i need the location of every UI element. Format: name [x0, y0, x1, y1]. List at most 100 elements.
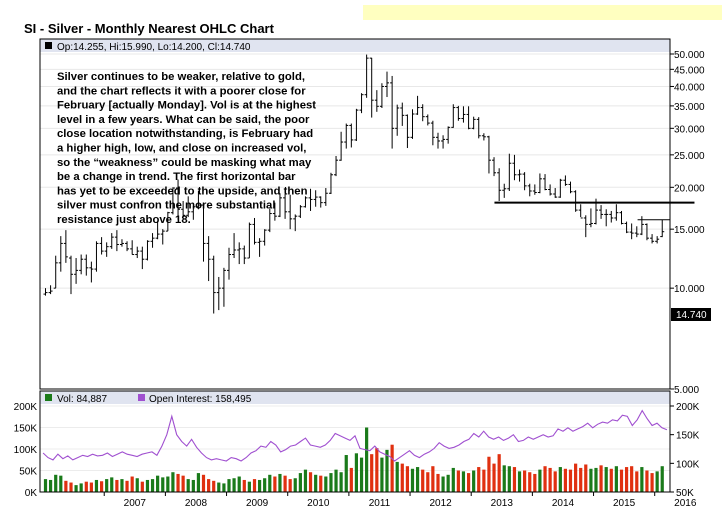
x-tick-label: 2011 [369, 498, 391, 509]
ohlc-bar [74, 258, 79, 284]
volume-bar [110, 477, 114, 492]
volume-bar [563, 468, 568, 492]
oi-tick-label: 150K [676, 431, 700, 442]
volume-bar [528, 472, 532, 492]
volume-bar [405, 466, 410, 492]
volume-left-axis: 200K 150K 100K 50K 0K [14, 402, 38, 499]
ohlc-bar [461, 106, 466, 123]
volume-bar [370, 454, 374, 492]
ohlc-bar [221, 267, 226, 307]
x-tick-label: 2008 [185, 498, 208, 509]
annotation-line: close location notwithstanding, is Febru… [57, 128, 313, 140]
volume-bar [609, 468, 613, 492]
ohlc-bar [283, 194, 288, 219]
volume-bar [54, 474, 58, 492]
ohlc-bar [216, 276, 221, 311]
ohlc-bar [507, 153, 512, 191]
ohlc-bar [63, 230, 68, 263]
ohlc-bar [629, 223, 634, 240]
ohlc-bar [48, 285, 53, 295]
ohlc-bar [548, 184, 553, 196]
volume-bar [645, 470, 649, 492]
ohlc-bar [527, 183, 532, 197]
volume-bar [324, 476, 328, 492]
ohlc-bar [135, 246, 140, 259]
ohlc-bar [492, 157, 497, 177]
ohlc-bar [634, 226, 639, 238]
volume-bar [212, 480, 216, 492]
ohlc-bar [543, 174, 548, 191]
volume-bar [655, 471, 659, 492]
ohlc-bar [512, 154, 517, 181]
volume-tick-label: 0K [25, 488, 38, 499]
volume-bar [619, 469, 624, 492]
volume-bar [431, 466, 435, 492]
volume-bar [140, 481, 144, 492]
ohlc-bar [298, 205, 303, 218]
ohlc-bar [130, 240, 135, 256]
ohlc-bar [405, 114, 410, 149]
ohlc-bars [43, 54, 665, 314]
resistance-lines [494, 201, 695, 221]
last-price-label: 14.740 [676, 310, 707, 321]
ohlc-bar [318, 196, 323, 208]
volume-bar [614, 466, 618, 492]
volume-bar [400, 463, 404, 492]
volume-bar [150, 479, 155, 492]
x-tick-label: 2012 [430, 498, 453, 509]
ohlc-bar [425, 114, 430, 126]
ohlc-bar [99, 237, 104, 255]
volume-bar [329, 473, 333, 492]
ohlc-bar [242, 245, 247, 265]
last-price-label-box [671, 308, 711, 321]
ohlc-bar [58, 236, 63, 272]
volume-bar [344, 455, 348, 492]
ohlc-bar [644, 223, 649, 241]
ohlc-bar [232, 233, 237, 259]
volume-bar [48, 479, 53, 492]
volume-bar [339, 472, 343, 492]
oi-legend-swatch [138, 394, 145, 401]
volume-bar [273, 476, 277, 492]
volume-bar [436, 473, 440, 492]
open-interest-right-axis: 200K 150K 100K 50K [670, 402, 700, 499]
last-price-marker: 14.740 [671, 308, 711, 321]
volume-bar [650, 473, 654, 492]
volume-bar [201, 474, 206, 492]
x-tick-label: 2015 [613, 498, 636, 509]
ohlc-bar [369, 57, 374, 118]
volume-tick-label: 100K [14, 445, 38, 456]
volume-bar [630, 466, 634, 492]
volume-bar [334, 469, 338, 492]
ohlc-bar [94, 241, 99, 272]
volume-bars [43, 427, 664, 492]
ohlc-bar [400, 102, 405, 126]
ohlc-bar [568, 181, 573, 194]
price-legend-bar [40, 39, 670, 52]
ohlc-bar [191, 205, 196, 220]
ohlc-bar [522, 172, 527, 191]
volume-bar [59, 475, 63, 492]
ohlc-bar [334, 156, 339, 177]
volume-bar [375, 448, 379, 492]
volume-bar [74, 485, 78, 492]
price-tick-label: 25.000 [674, 151, 705, 162]
volume-bar [227, 479, 231, 492]
volume-bar [130, 476, 134, 492]
ohlc-bar [441, 135, 446, 149]
volume-bar [579, 467, 583, 492]
volume-bar [517, 471, 522, 492]
volume-bar [380, 457, 384, 492]
ohlc-bar [313, 190, 318, 207]
volume-bar [232, 478, 236, 492]
volume-bar [79, 483, 83, 492]
volume-bar [314, 474, 318, 492]
volume-bar [349, 467, 353, 492]
volume-bar [135, 478, 139, 492]
volume-bar [461, 471, 466, 492]
volume-bar [395, 461, 399, 492]
ohlc-bar [339, 131, 344, 161]
volume-bar [599, 465, 603, 492]
volume-bar [553, 471, 557, 492]
